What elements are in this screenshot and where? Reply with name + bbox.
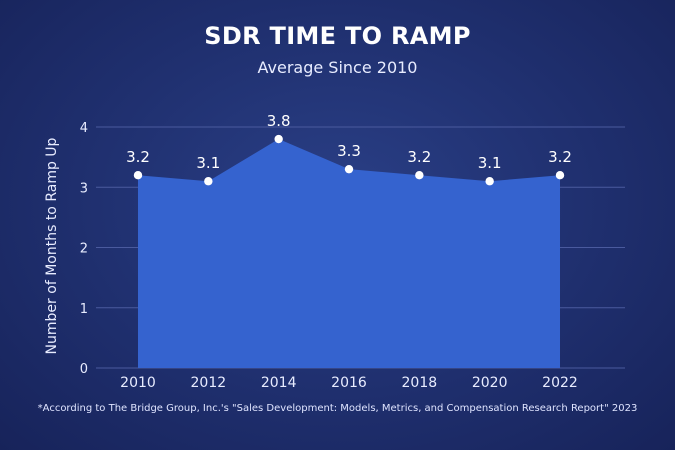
x-tick-label: 2022 bbox=[542, 375, 578, 391]
data-points bbox=[133, 134, 565, 186]
x-tick-label: 2010 bbox=[120, 375, 156, 391]
data-point bbox=[555, 171, 565, 180]
data-point bbox=[133, 171, 143, 180]
y-tick-label: 4 bbox=[80, 121, 88, 136]
y-axis-ticks: 0 1 2 3 4 bbox=[80, 121, 88, 377]
area-fill bbox=[138, 139, 560, 368]
data-label: 3.2 bbox=[407, 148, 431, 166]
y-tick-label: 3 bbox=[80, 181, 88, 196]
data-label: 3.1 bbox=[478, 154, 502, 172]
area-series bbox=[138, 139, 560, 368]
data-label: 3.2 bbox=[548, 148, 572, 166]
data-point bbox=[204, 177, 213, 186]
chart-title: SDR TIME TO RAMP bbox=[204, 22, 471, 50]
y-tick-label: 2 bbox=[80, 242, 88, 257]
x-tick-label: 2018 bbox=[402, 375, 438, 391]
x-tick-label: 2014 bbox=[261, 375, 297, 391]
data-point bbox=[344, 164, 354, 174]
data-label: 3.1 bbox=[196, 154, 220, 172]
x-tick-label: 2016 bbox=[331, 375, 367, 391]
data-labels: 3.2 3.1 3.8 3.3 3.2 3.1 3.2 bbox=[126, 112, 572, 172]
source-footnote: *According to The Bridge Group, Inc.'s "… bbox=[37, 403, 638, 414]
x-tick-label: 2012 bbox=[191, 375, 227, 391]
data-point bbox=[274, 134, 283, 144]
y-tick-label: 0 bbox=[80, 362, 88, 377]
data-point bbox=[415, 171, 424, 180]
data-point bbox=[485, 177, 494, 186]
data-label: 3.8 bbox=[267, 112, 291, 130]
data-label: 3.2 bbox=[126, 148, 150, 166]
chart-subtitle: Average Since 2010 bbox=[257, 58, 418, 77]
y-tick-label: 1 bbox=[80, 302, 88, 317]
x-axis-ticks: 2010 2012 2014 2016 2018 2020 2022 bbox=[120, 375, 578, 391]
data-label: 3.3 bbox=[337, 142, 361, 160]
x-tick-label: 2020 bbox=[472, 375, 508, 391]
